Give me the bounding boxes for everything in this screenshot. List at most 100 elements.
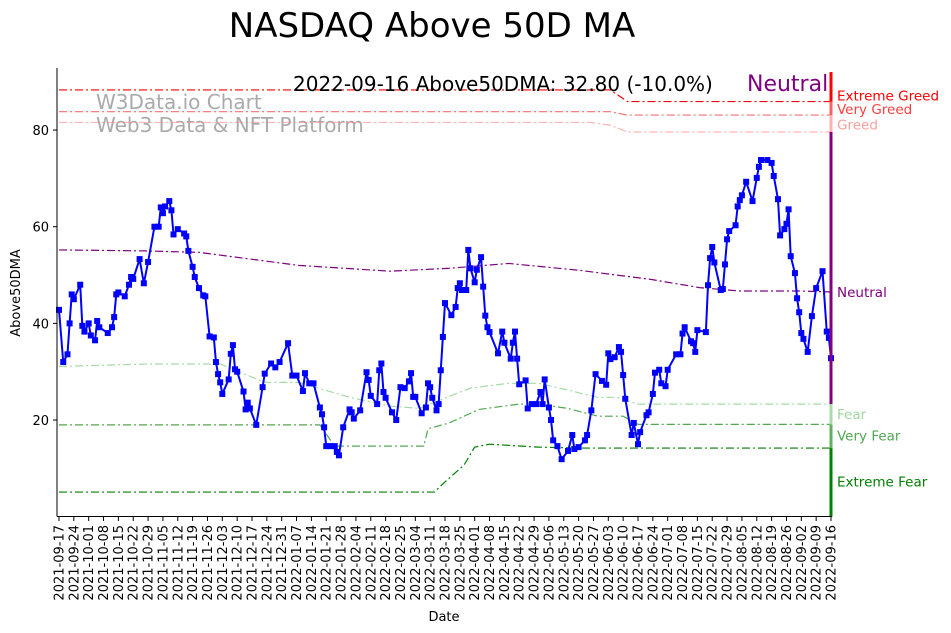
reference-line-extreme-fear — [59, 443, 831, 493]
data-point — [321, 424, 328, 431]
zone-label-fear: Fear — [837, 407, 867, 423]
data-point — [240, 388, 247, 395]
data-point — [537, 389, 544, 396]
x-tick-label: 2022-07-15 — [691, 525, 706, 601]
data-point — [140, 280, 147, 287]
data-point — [651, 369, 658, 376]
data-point — [471, 279, 478, 286]
x-tick-label: 2022-04-08 — [483, 525, 498, 601]
data-point — [166, 198, 173, 205]
data-point — [87, 332, 94, 339]
data-point — [554, 443, 561, 450]
data-point — [367, 392, 374, 399]
reference-line-extreme-greed — [59, 89, 831, 103]
reference-line-greed — [59, 121, 831, 133]
data-point — [225, 376, 232, 383]
data-point — [463, 287, 470, 294]
data-point — [785, 206, 792, 213]
data-point — [130, 275, 137, 282]
x-tick-label: 2021-12-03 — [216, 525, 231, 601]
data-point — [70, 296, 77, 303]
chart-title: NASDAQ Above 50D MA — [229, 6, 635, 46]
data-point — [121, 293, 128, 300]
x-tick-label: 2022-03-18 — [439, 525, 454, 601]
data-point — [774, 196, 781, 203]
data-point — [605, 350, 612, 357]
data-point — [796, 309, 803, 316]
data-point — [719, 286, 726, 293]
data-point — [707, 255, 714, 262]
data-point — [726, 228, 733, 235]
x-tick-label: 2022-02-11 — [364, 525, 379, 601]
reference-line-neutral — [58, 249, 832, 293]
data-point — [480, 283, 487, 290]
data-point — [516, 381, 523, 388]
annotation-text: 2022-09-16 Above50DMA: 32.80 (-10.0%) — [293, 72, 713, 96]
data-point — [511, 328, 518, 335]
data-point — [656, 366, 663, 373]
data-point — [439, 333, 446, 340]
x-tick-label: 2021-12-24 — [260, 525, 275, 601]
zone-label-extreme-greed: Extreme Greed — [837, 88, 939, 104]
data-point — [743, 178, 750, 185]
x-tick-label: 2021-11-19 — [186, 525, 201, 601]
data-point — [246, 405, 253, 412]
data-point — [285, 340, 292, 347]
data-point — [259, 384, 266, 391]
x-tick-label: 2022-02-04 — [349, 525, 364, 601]
data-point — [289, 372, 296, 379]
data-point — [448, 312, 455, 319]
x-tick-label: 2021-11-26 — [201, 525, 216, 601]
data-point — [482, 312, 489, 319]
data-point — [215, 371, 222, 378]
data-point — [388, 409, 395, 416]
data-series — [56, 157, 834, 463]
data-point — [781, 226, 788, 233]
data-point — [244, 399, 251, 406]
x-tick-label: 2022-05-06 — [542, 525, 557, 601]
data-point — [649, 390, 656, 397]
data-point — [709, 244, 716, 251]
data-point — [768, 159, 775, 166]
zone-bar-extreme-greed — [829, 72, 833, 102]
data-point — [437, 367, 444, 374]
data-point — [380, 389, 387, 396]
data-point — [658, 380, 665, 387]
data-point — [335, 452, 342, 459]
x-axis-ticks: 2021-09-17 2021-09-24 2021-10-01 2021-10-08… — [53, 516, 840, 601]
data-point — [478, 254, 485, 261]
data-point — [615, 344, 622, 351]
data-point — [429, 394, 436, 401]
data-point — [183, 233, 190, 240]
x-tick-label: 2021-10-01 — [82, 525, 97, 601]
x-tick-label: 2021-10-29 — [142, 525, 157, 601]
data-point — [528, 401, 535, 408]
data-point — [408, 370, 415, 377]
x-tick-label: 2022-07-29 — [721, 525, 736, 601]
data-point — [79, 322, 86, 329]
data-point — [191, 273, 198, 280]
data-point — [732, 222, 739, 229]
data-point — [662, 383, 669, 390]
data-point — [620, 372, 627, 379]
data-point — [374, 401, 381, 408]
data-point — [690, 340, 697, 347]
x-tick-label: 2021-10-22 — [127, 525, 142, 601]
data-point — [533, 401, 540, 408]
zone-label-greed: Greed — [837, 117, 878, 133]
reference-line-fear — [58, 363, 831, 410]
x-tick-label: 2022-08-19 — [765, 525, 780, 601]
data-point — [456, 280, 463, 287]
x-tick-label: 2021-11-12 — [171, 525, 186, 601]
reference-line-very-fear — [59, 403, 831, 447]
data-point — [637, 429, 644, 436]
data-point — [787, 253, 794, 260]
data-point — [592, 371, 599, 378]
zone-bar-fear — [829, 404, 833, 425]
data-point — [363, 369, 370, 376]
data-point — [104, 330, 111, 337]
data-point — [170, 231, 177, 238]
data-point — [85, 320, 92, 327]
data-point — [327, 443, 334, 450]
data-point — [541, 376, 548, 383]
